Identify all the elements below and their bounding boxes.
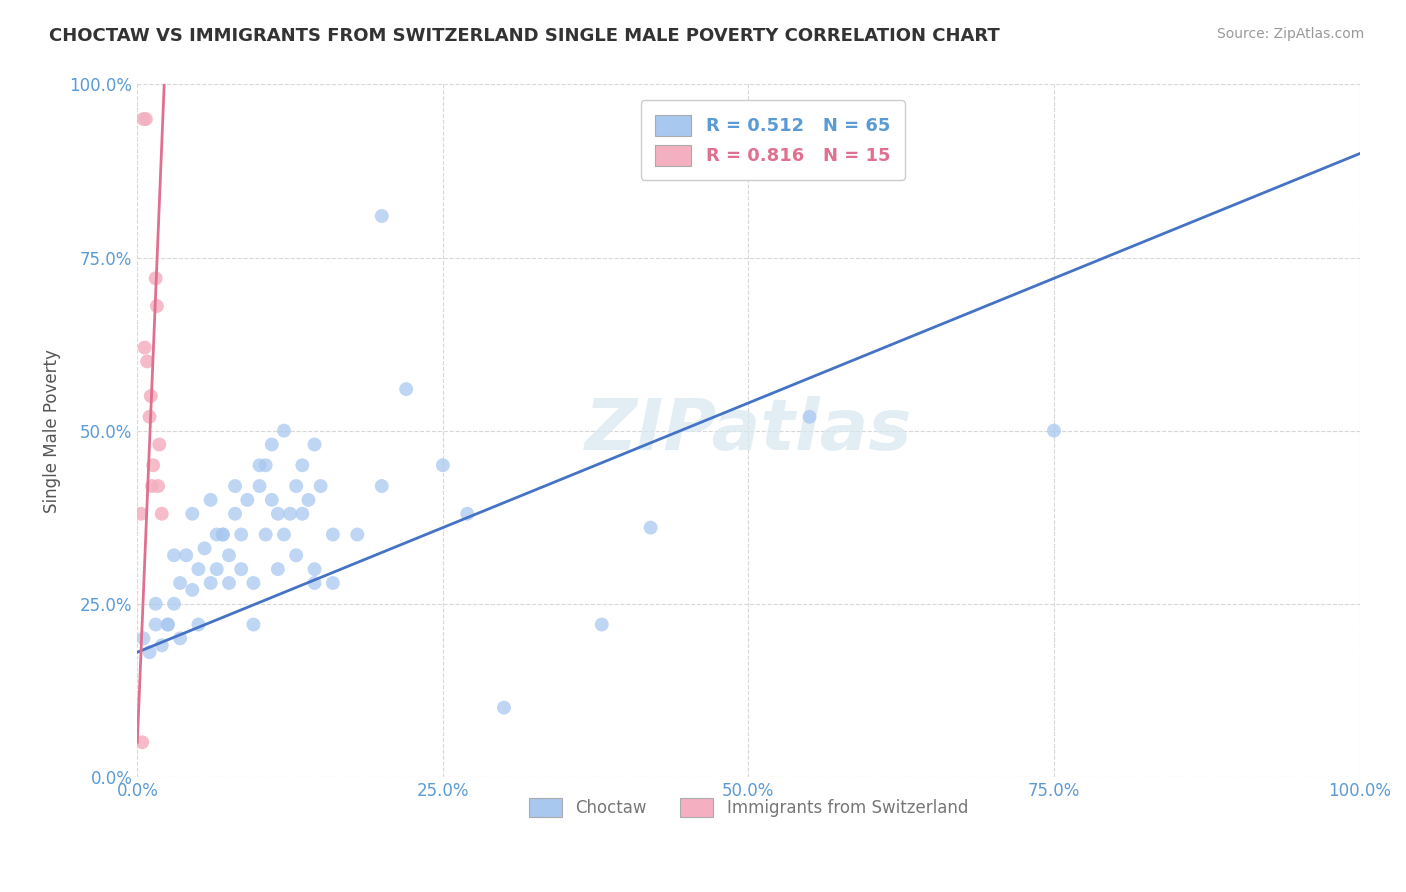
Point bbox=[146, 479, 169, 493]
Point bbox=[285, 549, 308, 563]
Point bbox=[212, 527, 235, 541]
Point bbox=[148, 437, 170, 451]
Point bbox=[591, 617, 613, 632]
Point bbox=[136, 354, 159, 368]
Point bbox=[254, 527, 277, 541]
Point bbox=[193, 541, 215, 556]
Point bbox=[174, 549, 197, 563]
Point bbox=[212, 527, 235, 541]
Point bbox=[231, 527, 253, 541]
Point bbox=[242, 617, 264, 632]
Point bbox=[304, 576, 326, 591]
Point bbox=[134, 341, 156, 355]
Point bbox=[371, 209, 394, 223]
Point bbox=[254, 458, 277, 473]
Point bbox=[138, 409, 160, 424]
Point bbox=[131, 735, 153, 749]
Point bbox=[278, 507, 301, 521]
Point bbox=[249, 458, 271, 473]
Point bbox=[231, 562, 253, 576]
Point bbox=[218, 549, 240, 563]
Point bbox=[145, 271, 167, 285]
Point bbox=[145, 617, 167, 632]
Point bbox=[138, 645, 160, 659]
Point bbox=[218, 576, 240, 591]
Point bbox=[346, 527, 368, 541]
Point bbox=[456, 507, 478, 521]
Legend: Choctaw, Immigrants from Switzerland: Choctaw, Immigrants from Switzerland bbox=[522, 791, 974, 824]
Point bbox=[285, 479, 308, 493]
Point bbox=[304, 437, 326, 451]
Text: CHOCTAW VS IMMIGRANTS FROM SWITZERLAND SINGLE MALE POVERTY CORRELATION CHART: CHOCTAW VS IMMIGRANTS FROM SWITZERLAND S… bbox=[49, 27, 1000, 45]
Point bbox=[224, 479, 246, 493]
Point bbox=[371, 479, 394, 493]
Point bbox=[304, 562, 326, 576]
Point bbox=[297, 492, 319, 507]
Point bbox=[492, 700, 515, 714]
Point bbox=[139, 389, 162, 403]
Point bbox=[242, 576, 264, 591]
Text: ZIPatlas: ZIPatlas bbox=[585, 396, 912, 465]
Point bbox=[799, 409, 821, 424]
Point bbox=[291, 507, 314, 521]
Point bbox=[205, 562, 228, 576]
Point bbox=[322, 527, 344, 541]
Point bbox=[1043, 424, 1066, 438]
Point bbox=[205, 527, 228, 541]
Point bbox=[142, 458, 165, 473]
Point bbox=[132, 112, 155, 126]
Point bbox=[249, 479, 271, 493]
Point bbox=[291, 458, 314, 473]
Point bbox=[150, 638, 173, 652]
Point bbox=[309, 479, 332, 493]
Point bbox=[145, 597, 167, 611]
Point bbox=[156, 617, 179, 632]
Point bbox=[260, 437, 283, 451]
Point bbox=[273, 527, 295, 541]
Point bbox=[150, 507, 173, 521]
Point bbox=[135, 112, 157, 126]
Point bbox=[267, 562, 290, 576]
Point bbox=[187, 562, 209, 576]
Point bbox=[273, 424, 295, 438]
Point bbox=[432, 458, 454, 473]
Point bbox=[236, 492, 259, 507]
Point bbox=[640, 520, 662, 534]
Point bbox=[267, 507, 290, 521]
Point bbox=[224, 507, 246, 521]
Point bbox=[200, 576, 222, 591]
Point bbox=[260, 492, 283, 507]
Point bbox=[200, 492, 222, 507]
Text: Source: ZipAtlas.com: Source: ZipAtlas.com bbox=[1216, 27, 1364, 41]
Point bbox=[163, 597, 186, 611]
Point bbox=[181, 582, 204, 597]
Point bbox=[181, 507, 204, 521]
Point bbox=[129, 507, 152, 521]
Point bbox=[322, 576, 344, 591]
Point bbox=[156, 617, 179, 632]
Point bbox=[169, 576, 191, 591]
Point bbox=[141, 479, 163, 493]
Point bbox=[395, 382, 418, 396]
Point bbox=[187, 617, 209, 632]
Point bbox=[163, 549, 186, 563]
Point bbox=[146, 299, 169, 313]
Point bbox=[169, 632, 191, 646]
Point bbox=[132, 632, 155, 646]
Y-axis label: Single Male Poverty: Single Male Poverty bbox=[44, 349, 60, 513]
